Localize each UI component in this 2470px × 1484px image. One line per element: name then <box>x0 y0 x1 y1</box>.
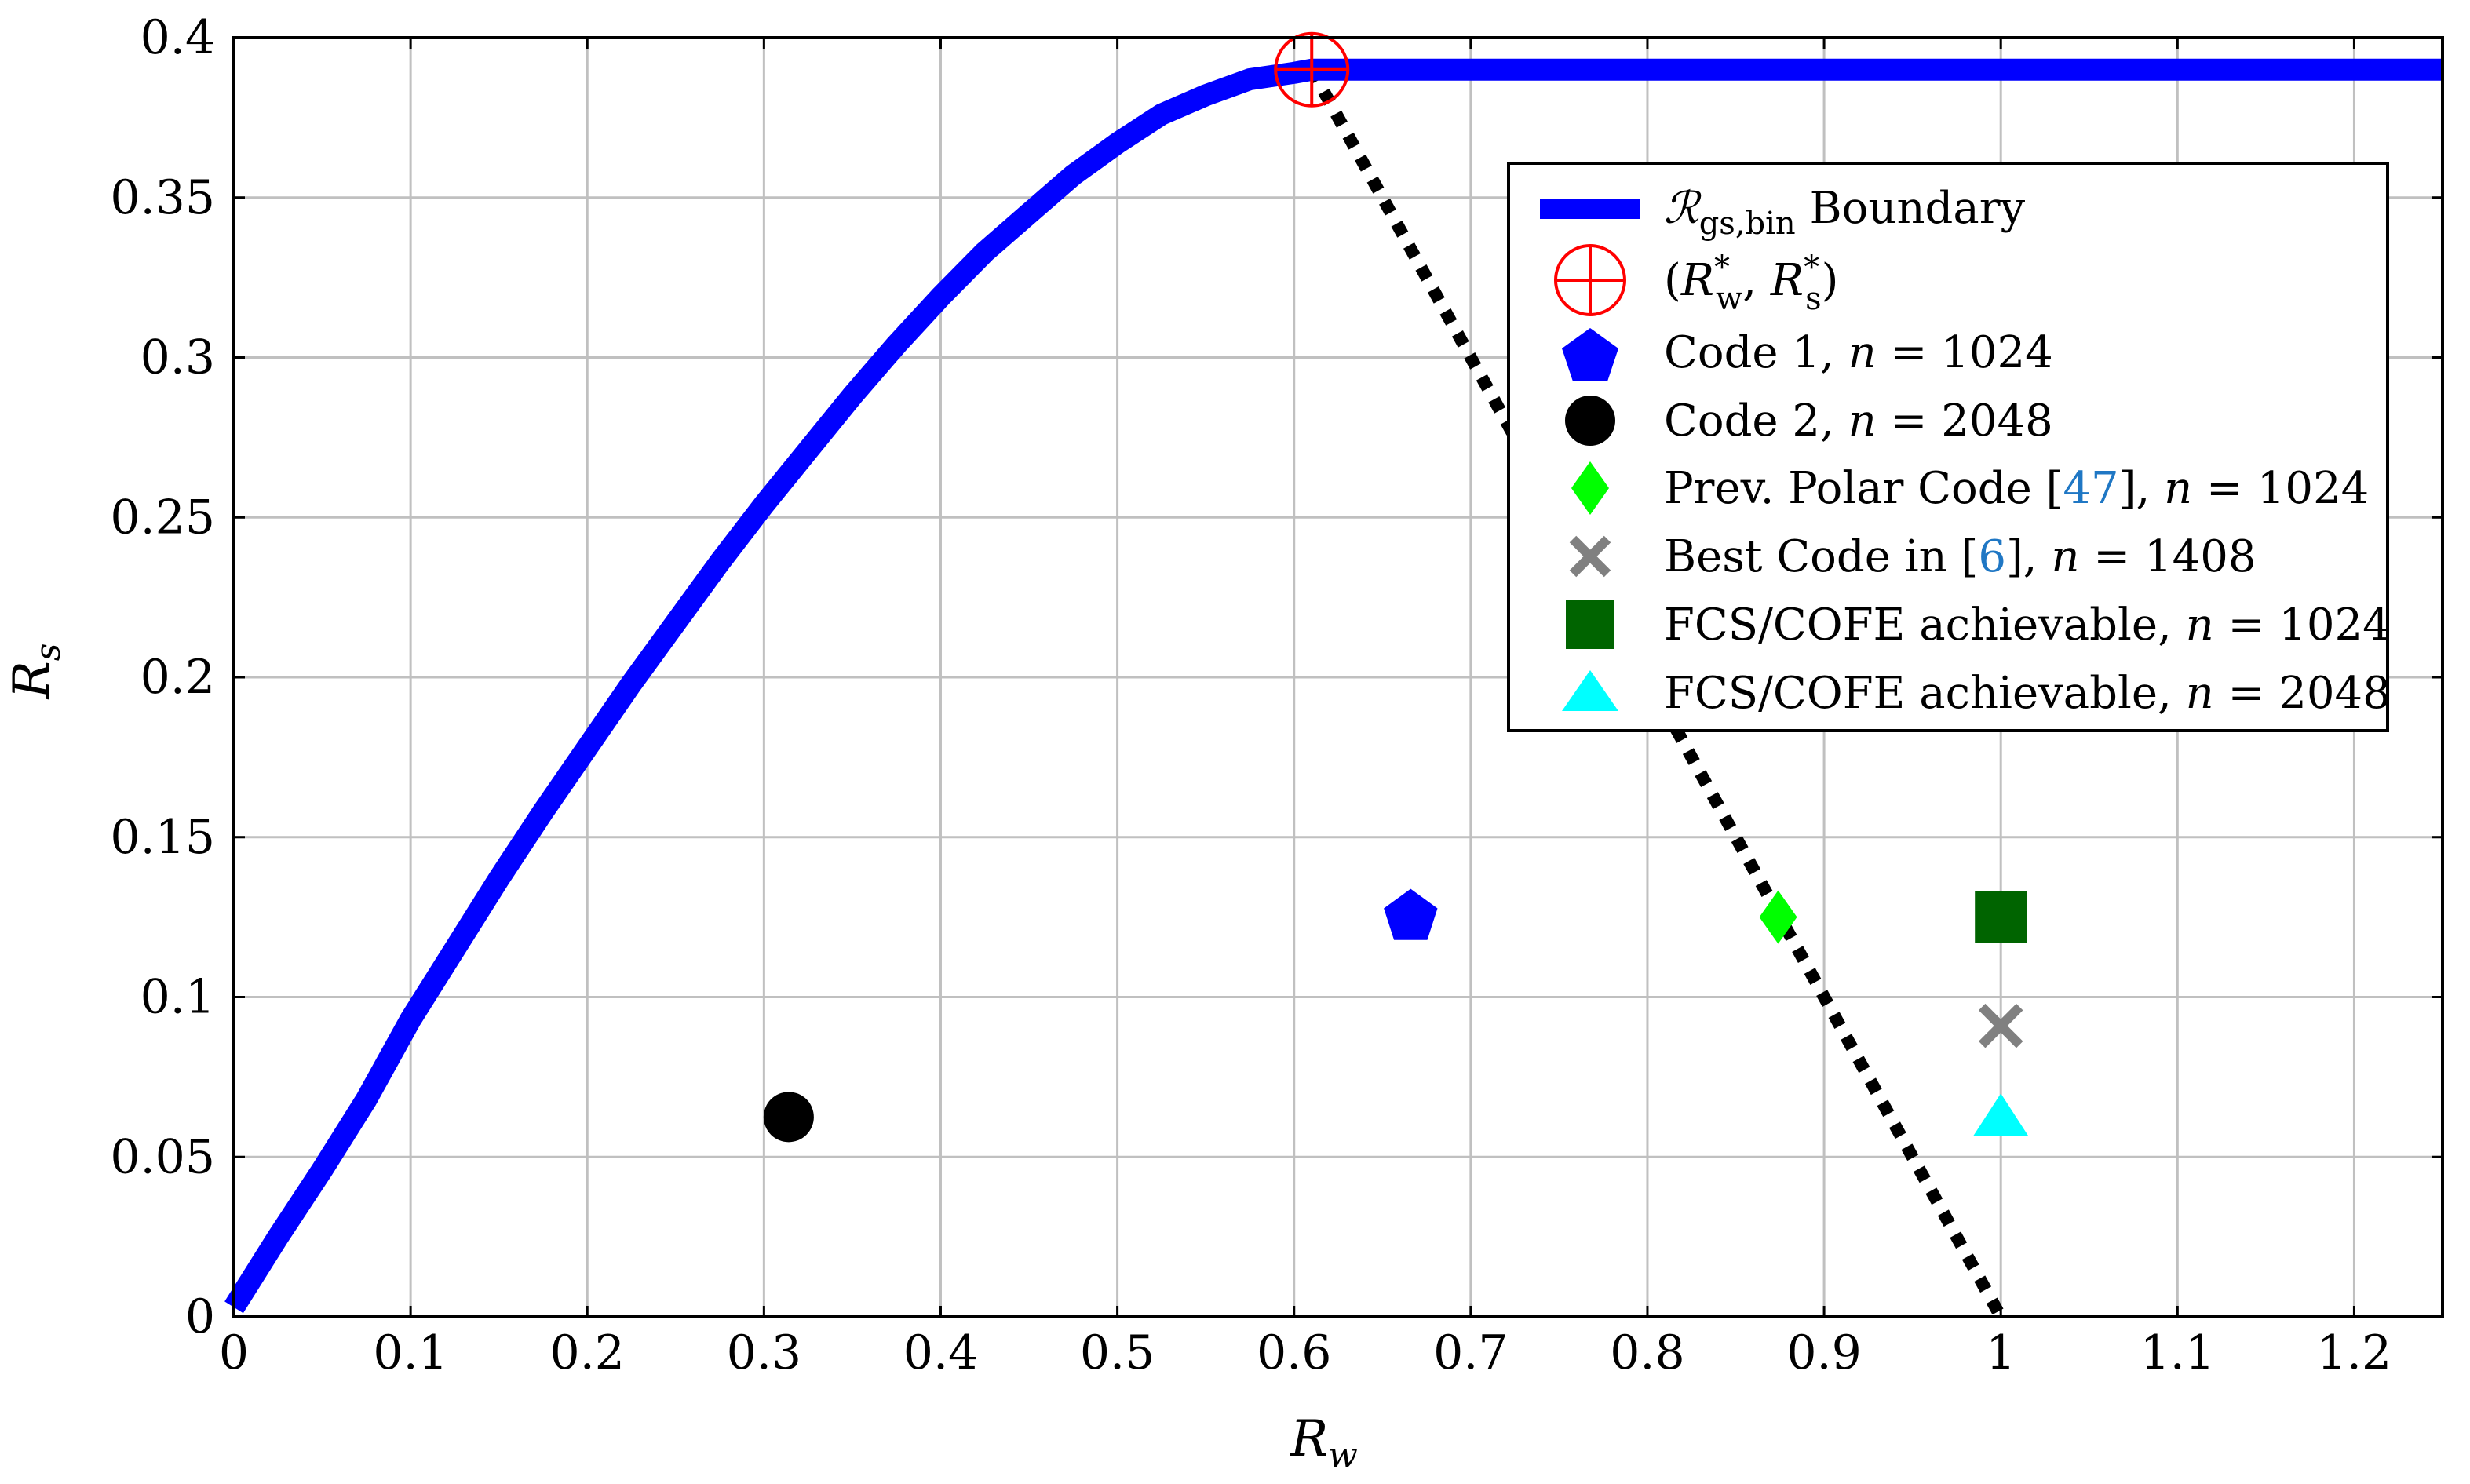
x-tick-label: 1 <box>1986 1325 2016 1380</box>
legend-entry-prev: Prev. Polar Code [47], n = 1024 <box>1571 461 2369 515</box>
y-tick-label: 0.3 <box>140 330 215 385</box>
y-tick-label: 0.4 <box>140 10 215 65</box>
legend-prev-label: Prev. Polar Code [47], n = 1024 <box>1664 463 2369 514</box>
legend-entry-code1: Code 1, n = 1024 <box>1562 327 2053 381</box>
legend-entry-boundary: ℛgs,bin Boundary <box>1540 183 2026 242</box>
crosshair-circle-icon <box>1554 244 1626 316</box>
y-tick-label: 0.35 <box>110 170 215 225</box>
pentagon-icon <box>1562 328 1618 381</box>
x-tick-label: 0.5 <box>1080 1325 1155 1380</box>
series-layer <box>224 31 2443 1320</box>
x-tick-label: 0.2 <box>550 1325 625 1380</box>
x-tick-label: 0.3 <box>727 1325 801 1380</box>
y-tick-label: 0 <box>185 1289 215 1344</box>
legend-entry-rstar: (R* w, R* s) <box>1554 244 1838 317</box>
x-tick-label: 0 <box>219 1325 249 1380</box>
legend-fcs1-label: FCS/COFE achievable, n = 1024 <box>1664 600 2391 651</box>
legend-entry-code2: Code 2, n = 2048 <box>1565 396 2053 447</box>
x-tick-label: 0.4 <box>903 1325 978 1380</box>
x-tick-label: 1.1 <box>2140 1325 2215 1380</box>
circle-icon <box>1565 396 1615 446</box>
x-axis-label: Rw <box>1290 1410 1358 1475</box>
x-tick-label: 0.8 <box>1610 1325 1684 1380</box>
square-icon <box>1566 600 1614 649</box>
x-tick-label: 0.7 <box>1433 1325 1508 1380</box>
legend-boundary-label: ℛgs,bin Boundary <box>1664 183 2026 242</box>
y-tick-label: 0.1 <box>140 970 215 1025</box>
y-tick-label: 0.15 <box>110 810 215 865</box>
legend-best-label: Best Code in [6], n = 1408 <box>1664 531 2257 582</box>
point-square <box>1975 891 2027 943</box>
x-tick-label: 1.2 <box>2317 1325 2392 1380</box>
x-icon <box>1569 535 1611 578</box>
point-x <box>1978 1003 2023 1048</box>
triangle-icon <box>1562 670 1618 711</box>
y-tick-label: 0.05 <box>110 1129 215 1184</box>
point-circle <box>763 1092 814 1143</box>
legend-entry-fcs1: FCS/COFE achievable, n = 1024 <box>1566 600 2391 651</box>
y-axis-label: Rs <box>3 644 68 700</box>
ticks: 0 0.1 0.2 0.3 0.4 0.5 0.6 0.7 0.8 0.9 1 1.1 1.2 0 0.05… <box>110 10 2443 1380</box>
x-tick-label: 0.6 <box>1257 1325 1331 1380</box>
point-triangle <box>1973 1093 2029 1136</box>
legend-entry-best: Best Code in [6], n = 1408 <box>1569 531 2257 582</box>
y-tick-label: 0.25 <box>110 490 215 545</box>
legend-code2-label: Code 2, n = 2048 <box>1664 396 2053 447</box>
point-diamond <box>1759 890 1797 944</box>
legend-box <box>1507 162 2389 732</box>
x-tick-label: 0.1 <box>373 1325 447 1380</box>
x-tick-label: 0.9 <box>1786 1325 1861 1380</box>
boundary-line <box>224 58 2443 1314</box>
y-tick-label: 0.2 <box>140 650 215 705</box>
diamond-icon <box>1571 461 1609 515</box>
legend: ℛgs,bin Boundary (R* w, R* s) Code 1, n = … <box>1507 162 2391 732</box>
legend-entry-fcs2: FCS/COFE achievable, n = 2048 <box>1562 668 2391 719</box>
legend-fcs2-label: FCS/COFE achievable, n = 2048 <box>1664 668 2391 719</box>
legend-rstar-label: (R* w, R* s) <box>1664 250 1838 317</box>
legend-code1-label: Code 1, n = 1024 <box>1664 327 2053 378</box>
point-pentagon <box>1384 888 1438 940</box>
